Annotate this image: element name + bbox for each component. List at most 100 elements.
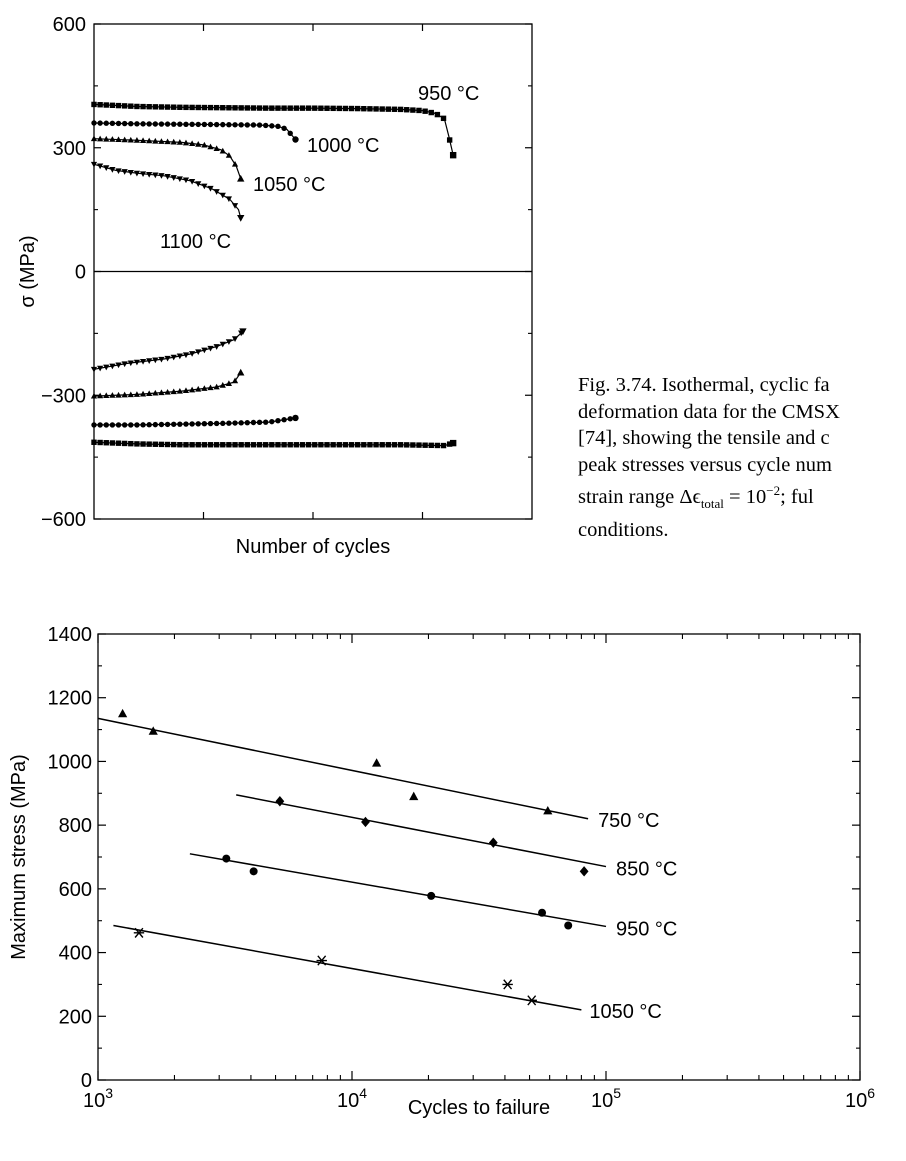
chart1-data-point	[201, 420, 208, 427]
chart1-data-point	[281, 442, 287, 448]
chart1-ytick-label: 0	[75, 262, 86, 284]
chart2-fit-line	[97, 717, 589, 820]
chart1-data-point	[109, 363, 116, 370]
chart1-data-point	[385, 106, 392, 112]
chart1-data-point	[189, 421, 195, 427]
chart1-data-point	[103, 422, 109, 428]
chart1-data-point	[201, 442, 208, 448]
chart1-data-point	[262, 442, 269, 448]
chart1-data-point	[256, 105, 263, 111]
chart1-data-point	[121, 361, 128, 368]
chart1-data-point	[158, 421, 165, 428]
chart1-data-point	[103, 392, 110, 399]
chart1-data-point	[121, 136, 128, 143]
chart2-data-point	[526, 995, 537, 1006]
chart1-data-point	[281, 417, 287, 423]
chart1-data-point	[127, 360, 134, 367]
chart2-data-point	[249, 867, 258, 876]
chart1-data-point	[287, 442, 293, 448]
chart1-data-point	[195, 104, 201, 111]
chart1-data-point	[446, 137, 453, 143]
chart1-data-point	[342, 442, 349, 448]
chart1-data-point	[121, 120, 128, 127]
chart1-data-point	[152, 421, 159, 428]
chart2-data-point	[543, 806, 553, 815]
chart1-data-point	[91, 439, 97, 445]
chart1-data-point	[275, 105, 281, 111]
chart1-data-point	[164, 421, 171, 428]
chart1-data-point	[232, 105, 238, 111]
chart1-data-point	[133, 359, 141, 366]
chart1-data-point	[182, 139, 190, 146]
chart1-data-point	[250, 419, 257, 426]
chart1-data-point	[139, 171, 147, 178]
chart1-data-point	[219, 382, 226, 388]
chart1-data-point	[189, 442, 195, 448]
chart1-data-point	[237, 368, 245, 376]
chart1-data-point	[109, 136, 116, 142]
chart1-data-point	[410, 107, 416, 113]
chart1-data-point	[440, 115, 447, 122]
chart1-data-point	[133, 391, 141, 397]
chart1-x-axis-label: Number of cycles	[236, 536, 391, 558]
chart1-data-point	[146, 441, 152, 447]
chart1-data-point	[171, 104, 177, 110]
chart1-data-point	[226, 105, 232, 111]
chart2-fit-line	[113, 924, 582, 1011]
chart1-data-point	[109, 120, 116, 127]
chart1-data-point	[275, 417, 281, 424]
chart1-data-point	[238, 105, 244, 111]
chart1-data-point	[146, 422, 152, 428]
chart1-data-point	[213, 189, 220, 195]
chart1-data-point	[109, 422, 116, 428]
chart1-data-point	[404, 442, 410, 448]
chart2-data-point	[372, 758, 382, 767]
chart1-data-point	[103, 120, 109, 126]
chart1-data-point	[97, 392, 104, 399]
chart1-data-point	[127, 136, 134, 143]
chart1-data-point	[231, 161, 239, 167]
chart1-data-point	[292, 414, 299, 422]
chart2-data-point	[222, 854, 231, 863]
chart1-data-point	[90, 366, 98, 373]
chart1-data-point	[446, 441, 453, 447]
chart1-data-point	[139, 390, 147, 397]
chart1-data-point	[219, 192, 226, 199]
chart1-data-point	[91, 120, 97, 126]
chart1-data-point	[195, 349, 202, 356]
chart1-data-point	[139, 358, 147, 365]
chart1-data-point	[207, 384, 214, 391]
caption-line-2: deformation data for the CMSX	[578, 400, 840, 423]
chart2-ytick-label: 800	[59, 815, 92, 837]
chart1-data-point	[449, 439, 457, 447]
chart1-data-point	[250, 442, 257, 448]
chart1-data-point	[213, 104, 220, 111]
chart1-data-point	[404, 107, 410, 113]
chart1-data-point	[170, 354, 177, 361]
chart1-data-point	[182, 387, 190, 394]
chart1-data-point	[207, 345, 214, 352]
chart2-data-point	[579, 866, 589, 877]
chart1-data-point	[354, 442, 361, 448]
chart2-data-point	[118, 708, 128, 718]
chart1-data-point	[183, 104, 189, 111]
chart1-data-point	[231, 336, 239, 342]
chart1-data-point	[195, 141, 202, 147]
chart1-data-point	[287, 416, 293, 422]
chart1-data-point	[189, 121, 195, 128]
chart1-data-point	[115, 440, 122, 446]
chart1-data-point	[183, 121, 189, 127]
chart1-data-point	[182, 352, 190, 359]
chart1-data-point	[361, 105, 367, 112]
chart2-xtick-label: 104	[337, 1085, 367, 1112]
chart1-data-point	[293, 105, 300, 111]
chart1-data-point	[109, 440, 116, 446]
chart1-data-point	[115, 136, 122, 143]
chart2-series-label: 750 °C	[598, 810, 659, 832]
chart1-data-point	[195, 121, 201, 128]
chart1-data-point	[133, 170, 141, 177]
chart1-data-point	[207, 420, 214, 427]
chart1-data-point	[152, 104, 159, 110]
chart1-data-point	[416, 107, 422, 114]
caption-strain-equals: = 10	[723, 485, 767, 508]
